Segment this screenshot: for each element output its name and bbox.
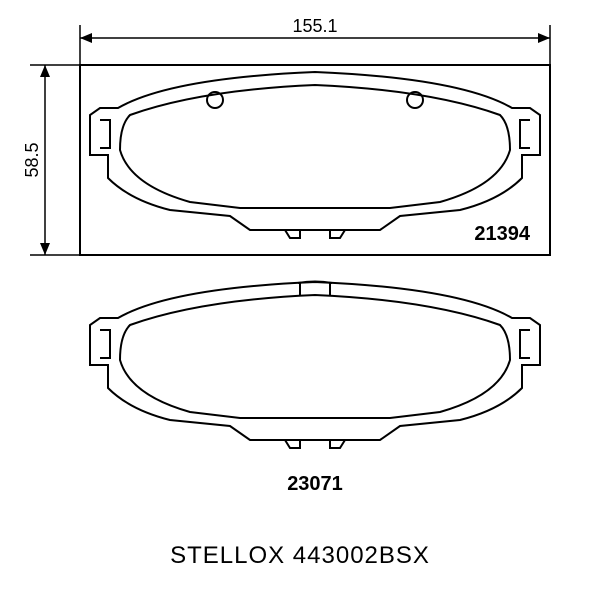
dimension-height-group: 58.5 [22, 65, 80, 255]
dimension-height-label: 58.5 [22, 142, 42, 177]
diagram-container: 155.1 58.5 213 [0, 0, 600, 600]
brand-label: STELLOX [170, 542, 285, 569]
brake-pad-bottom [90, 282, 540, 449]
brake-pad-top [90, 72, 540, 238]
dimension-width-label: 155.1 [292, 16, 337, 36]
dimension-width-group: 155.1 [80, 16, 550, 65]
footer-caption: STELLOX 443002BSX [0, 542, 600, 570]
product-code-label: 443002BSX [293, 542, 430, 569]
technical-drawing-svg: 155.1 58.5 213 [0, 0, 600, 520]
part-number-top: 21394 [474, 223, 530, 245]
part-number-bottom: 23071 [287, 473, 343, 495]
